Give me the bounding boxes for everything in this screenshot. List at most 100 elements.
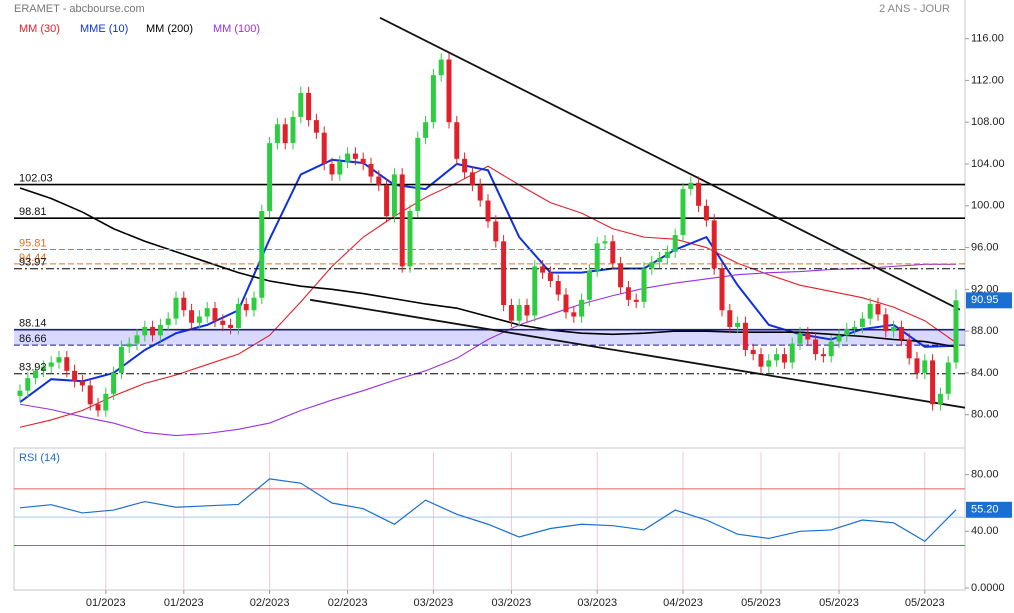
candle-body: [602, 241, 608, 244]
candle-body: [360, 158, 366, 165]
level-label: 95.81: [19, 237, 47, 249]
x-tick-label: 01/2023: [86, 597, 126, 609]
candle-body: [594, 243, 600, 271]
candle-body: [157, 324, 163, 336]
candle-body: [766, 360, 772, 367]
candle-body: [399, 174, 405, 267]
candle-body: [251, 297, 257, 311]
candle-body: [820, 354, 826, 357]
candle-body: [220, 320, 226, 325]
candle-body: [688, 182, 694, 190]
candle-body: [313, 120, 319, 133]
level-label: 98.81: [19, 206, 47, 218]
x-tick-label: 03/2023: [492, 597, 532, 609]
candle-body: [945, 362, 951, 394]
legend-entry: MM (100): [213, 23, 260, 35]
moving-average-line: [19, 263, 956, 437]
legend-entry: MM (30): [19, 23, 60, 35]
candle-body: [352, 153, 358, 159]
candle-body: [781, 354, 787, 363]
last-price-label: 90.95: [971, 294, 999, 306]
candle-body: [430, 75, 436, 123]
level-label: 102.03: [19, 172, 53, 184]
y-tick-label: 92.00: [971, 283, 999, 295]
candle-body: [930, 360, 936, 405]
candle-body: [922, 360, 928, 373]
candle-body: [33, 370, 39, 379]
rsi-plot: [14, 452, 965, 590]
candle-body: [384, 184, 390, 217]
x-tick-label: 02/2023: [328, 597, 368, 609]
candle-body: [485, 200, 491, 222]
candle-body: [516, 305, 522, 321]
candle-body: [532, 266, 538, 316]
candle-body: [859, 318, 865, 327]
x-tick-label: 03/2023: [414, 597, 454, 609]
candle-body: [555, 280, 561, 295]
candle-body: [524, 305, 530, 316]
candle-body: [25, 378, 31, 391]
candle-body: [40, 366, 46, 371]
candle-body: [48, 362, 54, 367]
candle-body: [126, 343, 132, 347]
candle-body: [805, 333, 811, 340]
candle-body: [446, 59, 452, 123]
candle-body: [95, 404, 101, 411]
candle-body: [259, 211, 265, 298]
candle-body: [72, 370, 78, 382]
candle-body: [711, 220, 717, 269]
x-tick-label: 04/2023: [663, 597, 703, 609]
candle-body: [267, 143, 273, 212]
candle-body: [719, 268, 725, 311]
candle-body: [64, 357, 70, 371]
candle-body: [462, 158, 468, 173]
candle-body: [165, 318, 171, 325]
candle-body: [891, 326, 897, 332]
y-tick-label: 84.00: [971, 367, 999, 379]
candle-body: [212, 308, 218, 321]
candle-body: [477, 184, 483, 201]
candle-body: [17, 390, 23, 396]
candle-body: [243, 303, 249, 311]
x-tick-label: 05/2023: [819, 597, 859, 609]
legend-entry: MM (200): [146, 23, 193, 35]
rsi-y-tick-label: 0.0000: [971, 582, 1005, 594]
candle-body: [797, 333, 803, 344]
candle-body: [641, 268, 647, 302]
candle-body: [953, 300, 959, 363]
x-tick-label: 02/2023: [250, 597, 290, 609]
level-band: [14, 329, 965, 346]
y-tick-label: 112.00: [971, 74, 1004, 86]
candle-body: [875, 303, 881, 315]
level-label: 86.66: [19, 333, 47, 345]
candle-body: [438, 59, 444, 76]
level-label: 94.44: [19, 252, 47, 264]
labels: 01/2023 01/2023 02/2023 02/2023 03/2023 03/20…: [19, 23, 1012, 609]
candle-body: [571, 312, 577, 317]
candle-body: [274, 124, 280, 144]
candle-body: [789, 343, 795, 363]
candle-body: [774, 354, 780, 361]
candle-body: [407, 211, 413, 267]
rsi-last-label: 55.20: [971, 504, 999, 516]
candle-body: [852, 326, 858, 330]
candle-body: [680, 189, 686, 236]
y-tick-label: 116.00: [971, 33, 1004, 45]
candle-body: [376, 176, 382, 185]
candle-body: [937, 393, 943, 405]
candle-body: [337, 161, 343, 175]
candle-body: [540, 266, 546, 273]
candle-body: [696, 182, 702, 206]
candle-body: [508, 305, 514, 321]
candle-body: [657, 258, 663, 263]
candle-body: [228, 324, 234, 329]
candle-body: [290, 116, 296, 144]
candle-body: [189, 310, 195, 323]
x-tick-label: 05/2023: [905, 597, 945, 609]
candle-body: [898, 326, 904, 340]
candle-body: [618, 263, 624, 288]
candle-body: [758, 354, 764, 367]
candle-body: [735, 322, 741, 327]
candle-body: [321, 132, 327, 165]
